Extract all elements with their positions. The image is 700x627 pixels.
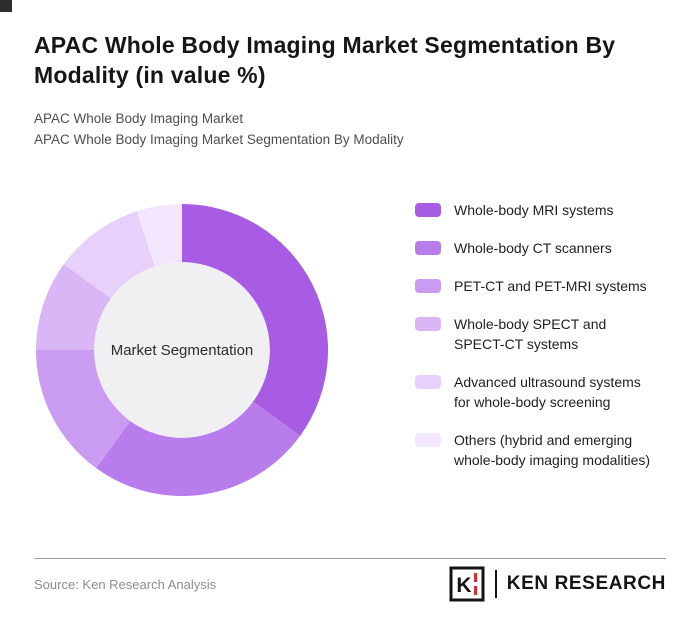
chart-legend: Whole-body MRI systems Whole-body CT scan… — [415, 200, 667, 470]
donut-chart: Market Segmentation — [34, 202, 330, 498]
legend-swatch — [415, 203, 441, 217]
donut-segment-4 — [35, 264, 111, 350]
subtitle-segmentation: APAC Whole Body Imaging Market Segmentat… — [34, 131, 404, 147]
legend-item-6: Others (hybrid and emerging whole-body i… — [415, 430, 667, 470]
legend-label: Advanced ultrasound systems for whole-bo… — [454, 374, 641, 410]
legend-item-2: Whole-body CT scanners — [415, 238, 667, 258]
svg-text:K: K — [456, 574, 471, 597]
legend-label: Whole-body CT scanners — [454, 240, 612, 256]
legend-label: Others (hybrid and emerging whole-body i… — [454, 432, 651, 468]
logo-k-icon: K — [449, 566, 485, 602]
footer: Source: Ken Research Analysis K KEN RESE… — [34, 563, 666, 605]
logo-separator — [494, 570, 497, 598]
donut-segment-2 — [96, 401, 301, 497]
legend-item-5: Advanced ultrasound systems for whole-bo… — [415, 372, 667, 412]
ken-research-logo: K KEN RESEARCH — [449, 566, 666, 602]
source-note: Source: Ken Research Analysis — [34, 576, 217, 592]
donut-chart-svg — [35, 203, 329, 497]
legend-label: Whole-body SPECT and SPECT-CT systems — [454, 316, 607, 352]
screen-corner-artifact — [0, 0, 12, 12]
subtitle-market: APAC Whole Body Imaging Market — [34, 110, 244, 126]
legend-swatch — [415, 279, 441, 293]
donut-segment-6 — [136, 203, 182, 267]
donut-segment-5 — [63, 211, 155, 299]
legend-swatch — [415, 433, 441, 447]
logo-wordmark: KEN RESEARCH — [506, 573, 666, 594]
donut-segment-1 — [182, 203, 329, 436]
legend-swatch — [415, 375, 441, 389]
legend-item-4: Whole-body SPECT and SPECT-CT systems — [415, 314, 667, 354]
legend-swatch — [415, 317, 441, 331]
legend-item-1: Whole-body MRI systems — [415, 200, 667, 220]
legend-label: PET-CT and PET-MRI systems — [454, 278, 647, 294]
footer-divider — [34, 558, 666, 559]
legend-swatch — [415, 241, 441, 255]
legend-item-3: PET-CT and PET-MRI systems — [415, 276, 667, 296]
header: APAC Whole Body Imaging Market Segmentat… — [34, 30, 678, 150]
donut-center-circle — [94, 262, 270, 438]
page-title: APAC Whole Body Imaging Market Segmentat… — [34, 32, 616, 89]
subtitle-block: APAC Whole Body Imaging Market APAC Whol… — [34, 108, 678, 150]
legend-label: Whole-body MRI systems — [454, 202, 614, 218]
donut-segment-3 — [35, 350, 131, 469]
